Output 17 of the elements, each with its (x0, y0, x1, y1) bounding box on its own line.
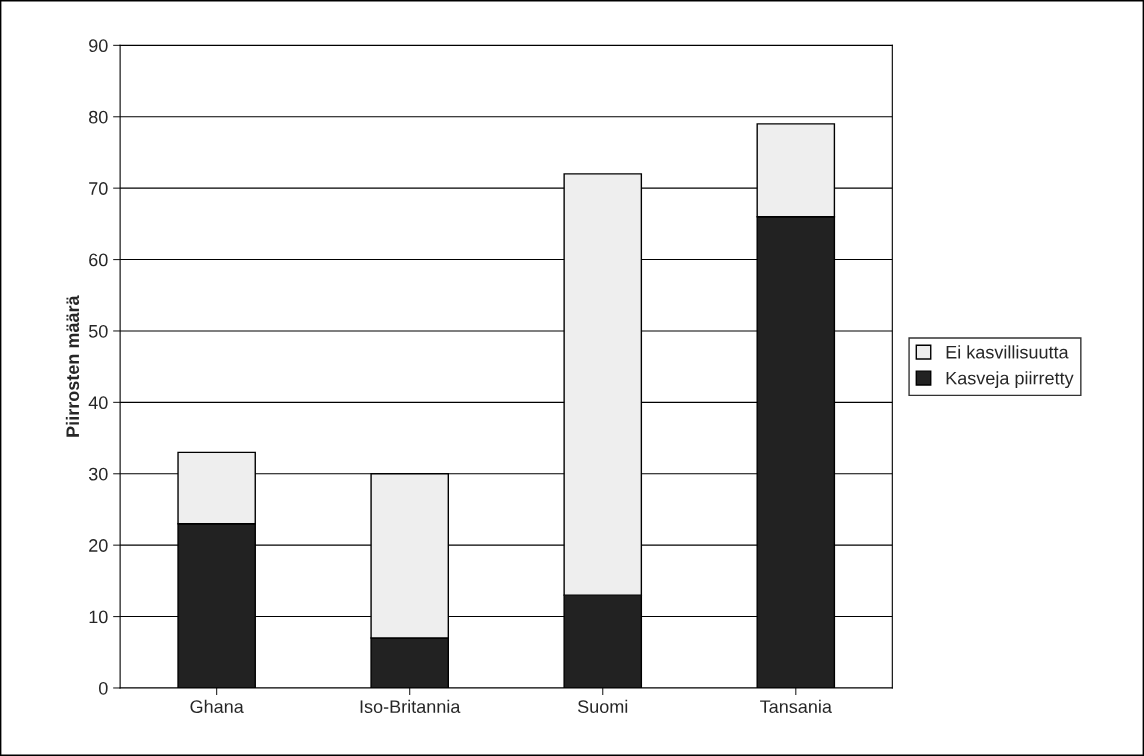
y-tick-label: 10 (89, 610, 108, 624)
y-axis-title: Piirrosten määrä (65, 295, 80, 437)
y-tick-label: 50 (88, 324, 108, 338)
y-tick-label: 30 (88, 467, 108, 481)
y-tick-label: 90 (89, 39, 108, 53)
x-tick-label: Ghana (190, 699, 244, 714)
x-tick-label: Suomi (577, 699, 628, 714)
legend-label: Ei kasvillisuutta (946, 345, 1069, 359)
legend-label: Kasveja piirretty (946, 371, 1074, 389)
x-tick-label: Iso-Britannia (360, 699, 461, 714)
y-tick-label: 40 (88, 396, 108, 410)
y-tick-label: 70 (89, 182, 108, 195)
x-tick-label: Tansania (760, 699, 832, 714)
y-tick-label: 20 (89, 539, 108, 552)
y-tick-label: 0 (98, 681, 108, 695)
y-tick-label: 80 (89, 110, 108, 124)
y-tick-label: 60 (89, 253, 108, 267)
